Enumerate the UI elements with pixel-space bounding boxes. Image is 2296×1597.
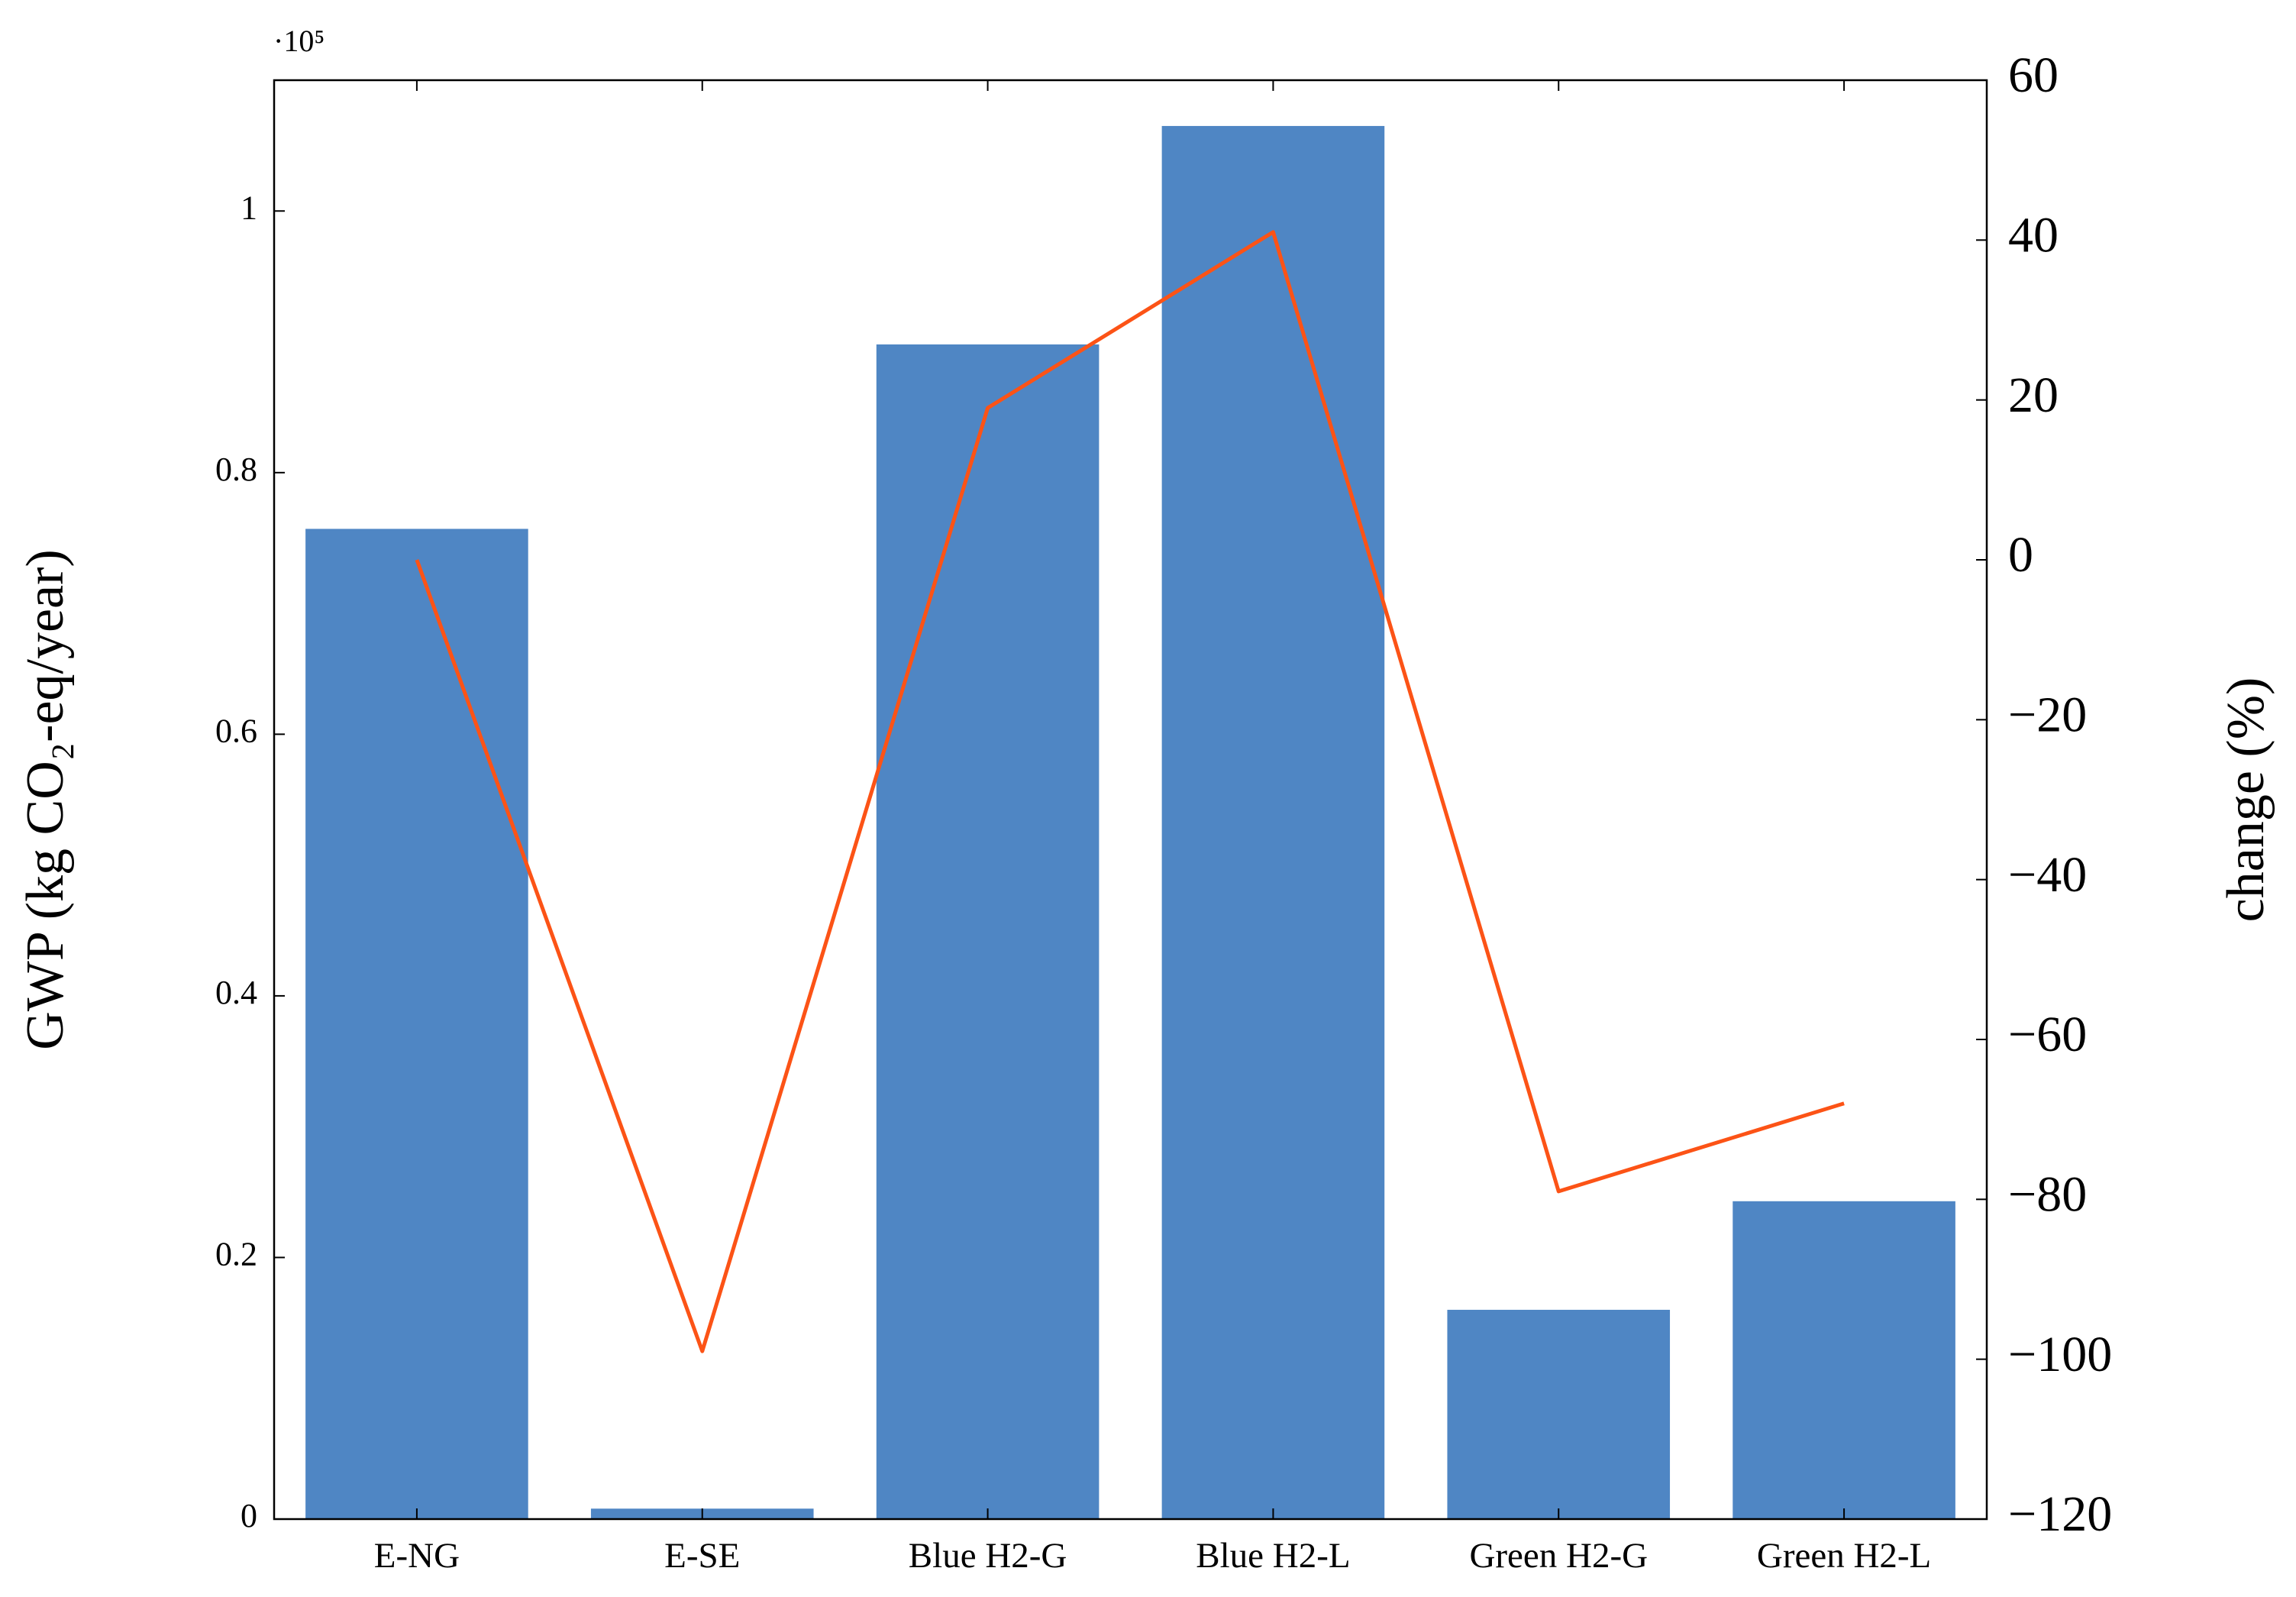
y2-tick-label: −120 xyxy=(2008,1486,2112,1542)
y-tick-label: 0.8 xyxy=(215,451,257,488)
bar xyxy=(1161,125,1385,1520)
plot-frame xyxy=(273,79,1988,1521)
y2-tick-label: 0 xyxy=(2008,527,2033,583)
y2-axis-label: change (%) xyxy=(2217,677,2275,923)
y-multiplier: ·10⁵ xyxy=(273,24,325,58)
y-tick-label: 0.2 xyxy=(215,1236,257,1273)
bar xyxy=(1732,1201,1955,1519)
x-tick-label: Blue H2-G xyxy=(909,1536,1067,1576)
y2-tick-label: −80 xyxy=(2008,1166,2087,1222)
bar xyxy=(1447,1309,1671,1519)
y-tick-label: 0.4 xyxy=(215,974,257,1011)
x-tick-label: E-NG xyxy=(374,1536,460,1576)
bar xyxy=(305,529,528,1519)
line xyxy=(415,230,1845,1353)
y-tick-label: 0 xyxy=(241,1497,257,1534)
y-tick-label: 0.6 xyxy=(215,712,257,749)
x-tick-label: E-SE xyxy=(664,1536,740,1576)
x-tick-label: Blue H2-L xyxy=(1196,1536,1350,1576)
y2-tick-label: 20 xyxy=(2008,367,2059,423)
y-tick-label: 1 xyxy=(241,189,257,226)
y2-tick-label: −40 xyxy=(2008,847,2087,903)
x-tick-label: Green H2-G xyxy=(1469,1536,1648,1576)
y2-tick-label: 60 xyxy=(2008,47,2059,103)
y2-tick-label: 40 xyxy=(2008,207,2059,263)
y-axis-label: GWP (kg CO₂-eq/year) xyxy=(16,549,75,1050)
y2-tick-label: −100 xyxy=(2008,1327,2112,1382)
y2-tick-label: −20 xyxy=(2008,687,2087,742)
x-tick-label: Green H2-L xyxy=(1757,1536,1931,1576)
y2-tick-label: −60 xyxy=(2008,1007,2087,1062)
bar xyxy=(876,344,1100,1519)
